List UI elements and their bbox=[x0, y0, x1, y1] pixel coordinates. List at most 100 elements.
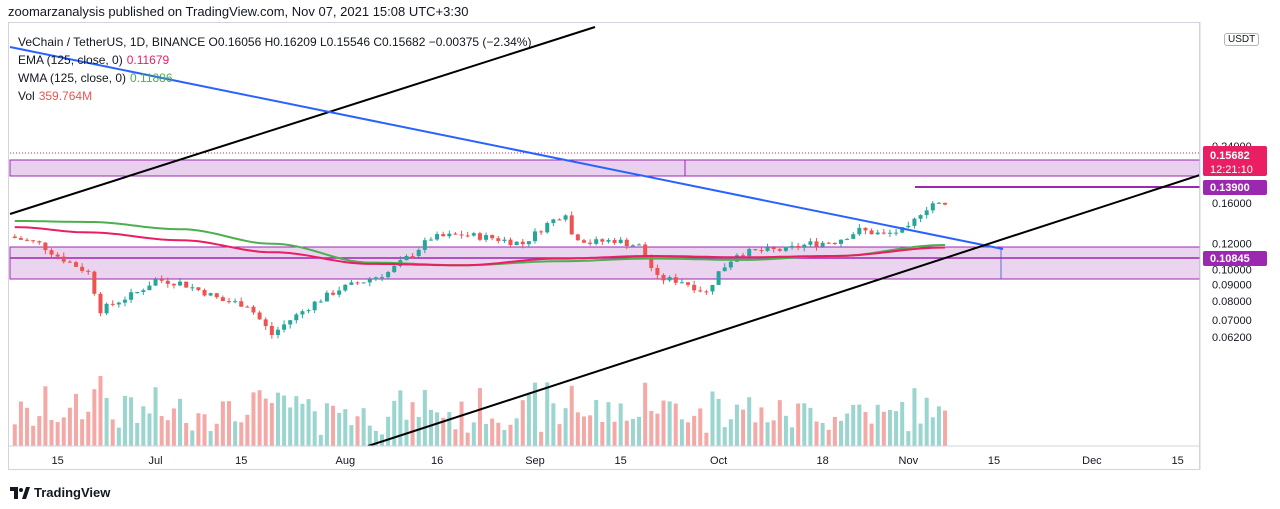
candle-body bbox=[300, 311, 305, 315]
candle-body bbox=[643, 244, 648, 258]
volume-bar bbox=[220, 401, 225, 446]
time-axis[interactable]: 15 Jul 15 Aug 16 Sep 15 Oct 18 Nov 15 Dec 15 bbox=[52, 455, 1184, 467]
candle-body bbox=[894, 232, 899, 234]
candle-body bbox=[453, 233, 458, 235]
volume-bar bbox=[349, 425, 354, 446]
volume-bar bbox=[551, 403, 556, 446]
candle-body bbox=[275, 329, 280, 335]
volume-bar bbox=[826, 429, 831, 446]
volume-bar bbox=[581, 416, 586, 446]
volume-bar bbox=[936, 406, 941, 446]
candle-body bbox=[502, 239, 507, 241]
time-tick-label: Dec bbox=[1082, 455, 1102, 467]
support-zone[interactable] bbox=[9, 246, 1201, 280]
volume-bar bbox=[594, 400, 599, 446]
volume-bar bbox=[790, 427, 795, 446]
volume-bar bbox=[135, 422, 140, 446]
candle-body bbox=[373, 277, 378, 280]
volume-bar bbox=[606, 402, 611, 446]
candle-body bbox=[178, 281, 183, 286]
volume-bar bbox=[845, 413, 850, 446]
volume-bar bbox=[692, 415, 697, 446]
candle-body bbox=[906, 225, 911, 228]
time-tick-label: Oct bbox=[710, 455, 727, 467]
candle-body bbox=[116, 302, 121, 305]
volume-bar bbox=[887, 409, 892, 446]
volume-bar bbox=[55, 422, 60, 446]
volume-bar bbox=[851, 404, 856, 446]
volume-bar bbox=[147, 413, 152, 446]
candle-body bbox=[196, 287, 201, 291]
candle-body bbox=[741, 255, 746, 257]
level-value-0.10845: 0.10845 bbox=[1210, 253, 1250, 265]
volume-bar bbox=[600, 421, 605, 446]
candle-body bbox=[153, 279, 158, 286]
volume-bar bbox=[453, 429, 458, 446]
candle-body bbox=[37, 241, 42, 243]
candle-body bbox=[710, 284, 715, 292]
volume-bar bbox=[808, 407, 813, 446]
volume-bar bbox=[857, 404, 862, 446]
candle-body bbox=[808, 241, 813, 245]
time-tick-label: Jul bbox=[149, 455, 163, 467]
candle-body bbox=[526, 241, 531, 245]
candle-body bbox=[912, 218, 917, 226]
volume-bar bbox=[783, 415, 788, 446]
currency-badge[interactable]: USDT bbox=[1224, 33, 1260, 46]
candle-body bbox=[343, 284, 348, 291]
volume-bar bbox=[673, 403, 678, 446]
volume-bar bbox=[514, 418, 519, 446]
volume-bar bbox=[667, 401, 672, 446]
ema-label[interactable]: EMA (125, close, 0) bbox=[18, 53, 123, 67]
candle-body bbox=[496, 238, 501, 241]
ema-125-line[interactable] bbox=[14, 226, 946, 267]
candle-body bbox=[43, 242, 48, 251]
price-tick-label: 0.10000 bbox=[1212, 264, 1252, 276]
candle-body bbox=[777, 249, 782, 251]
candle-body bbox=[404, 256, 409, 261]
vol-label[interactable]: Vol bbox=[18, 89, 35, 103]
candle-body bbox=[881, 232, 886, 234]
candle-body bbox=[722, 267, 727, 272]
price-tick-label: 0.09000 bbox=[1212, 279, 1252, 291]
price-tick-label: 0.08000 bbox=[1212, 296, 1252, 308]
volume-bar bbox=[765, 422, 770, 446]
candle-body bbox=[208, 293, 213, 296]
volume-bar bbox=[104, 397, 109, 446]
last-price-tag: 0.15682 12:21:10 bbox=[1203, 146, 1267, 176]
trendline-upper-black[interactable] bbox=[9, 26, 596, 215]
level-tag-0.10845: 0.10845 bbox=[1203, 251, 1267, 266]
candle-body bbox=[55, 254, 60, 257]
volume-bar bbox=[343, 409, 348, 446]
time-tick-label: 15 bbox=[52, 455, 64, 467]
volume-bar bbox=[802, 403, 807, 446]
volume-bar bbox=[208, 431, 213, 446]
price-tick-label: 0.12000 bbox=[1212, 239, 1252, 251]
volume-bar bbox=[881, 411, 886, 446]
candle-body bbox=[851, 234, 856, 239]
time-tick-label: Aug bbox=[335, 455, 355, 467]
volume-bar bbox=[312, 411, 317, 446]
volume-bar bbox=[747, 397, 752, 446]
volume-bar bbox=[67, 407, 72, 446]
candle-body bbox=[563, 215, 568, 220]
candle-body bbox=[471, 233, 476, 236]
candle-body bbox=[728, 261, 733, 268]
wma-label[interactable]: WMA (125, close, 0) bbox=[18, 71, 127, 85]
symbol-info[interactable]: VeChain / TetherUS, 1D, BINANCE O0.16056… bbox=[18, 35, 532, 49]
volume-bar bbox=[863, 412, 868, 446]
candle-body bbox=[422, 240, 427, 250]
volume-bar bbox=[129, 397, 134, 446]
candle-body bbox=[135, 292, 140, 294]
candle-body bbox=[86, 270, 91, 272]
volume-bar bbox=[618, 403, 623, 446]
time-tick-label: 15 bbox=[235, 455, 247, 467]
trendline-blue-descending[interactable] bbox=[9, 46, 1004, 250]
volume-bar bbox=[465, 432, 470, 446]
candle-body bbox=[802, 244, 807, 248]
tradingview-logo[interactable]: TradingView bbox=[10, 485, 110, 500]
candle-body bbox=[545, 223, 550, 233]
trendline-lower-black[interactable] bbox=[367, 174, 1200, 446]
volume-bar bbox=[18, 401, 23, 446]
